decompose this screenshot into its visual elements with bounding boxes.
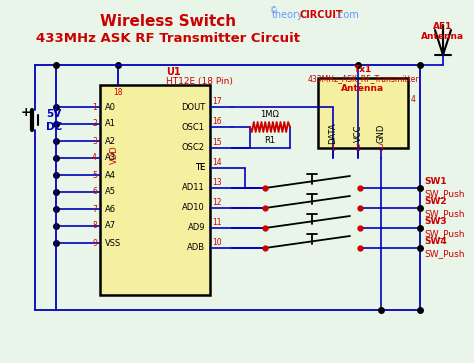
Text: 433MHz_ASK_RF_Transmitter: 433MHz_ASK_RF_Transmitter <box>307 74 419 83</box>
Text: SW2: SW2 <box>424 197 447 207</box>
Text: A0: A0 <box>105 102 116 111</box>
Text: HT12E (18 Pin): HT12E (18 Pin) <box>166 77 233 86</box>
Text: +: + <box>21 106 31 118</box>
Text: U1: U1 <box>166 67 181 77</box>
Text: 7: 7 <box>92 204 97 213</box>
Bar <box>100 85 210 295</box>
Text: ADB: ADB <box>187 244 205 253</box>
Text: Wireless Switch: Wireless Switch <box>100 14 236 29</box>
Text: 17: 17 <box>212 97 222 106</box>
Text: GND: GND <box>376 123 385 143</box>
Text: DATA: DATA <box>328 122 337 144</box>
Text: 10: 10 <box>212 238 222 247</box>
Text: AD11: AD11 <box>182 184 205 192</box>
Text: 1MΩ: 1MΩ <box>261 110 280 119</box>
Text: TE: TE <box>195 163 205 172</box>
Text: 13: 13 <box>212 178 222 187</box>
Text: SW3: SW3 <box>424 217 447 227</box>
Text: OSC2: OSC2 <box>182 143 205 152</box>
Text: AD10: AD10 <box>182 204 205 212</box>
Text: 8: 8 <box>92 221 97 231</box>
Text: A5: A5 <box>105 188 116 196</box>
Text: A7: A7 <box>105 221 116 231</box>
Text: 3: 3 <box>379 144 383 153</box>
Text: 1: 1 <box>92 102 97 111</box>
Text: A4: A4 <box>105 171 116 179</box>
Text: 3: 3 <box>92 136 97 146</box>
Text: CIRCUIT: CIRCUIT <box>300 10 344 20</box>
Text: SW_Push: SW_Push <box>424 229 465 238</box>
Text: DOUT: DOUT <box>181 102 205 111</box>
Text: VSS: VSS <box>105 238 121 248</box>
Text: 15: 15 <box>212 138 222 147</box>
Text: AE1: AE1 <box>433 22 453 31</box>
Text: 433MHz ASK RF Transmitter Circuit: 433MHz ASK RF Transmitter Circuit <box>36 32 300 45</box>
Text: OSC1: OSC1 <box>182 122 205 131</box>
Text: AD9: AD9 <box>188 224 205 232</box>
Bar <box>318 78 408 148</box>
Text: ©: © <box>270 6 277 15</box>
Text: 9: 9 <box>92 238 97 248</box>
Text: 5: 5 <box>92 171 97 179</box>
Text: A3: A3 <box>105 154 116 163</box>
Text: DC: DC <box>46 122 62 132</box>
Text: SW_Push: SW_Push <box>424 249 465 258</box>
Text: 11: 11 <box>212 218 221 227</box>
Text: SW1: SW1 <box>424 178 447 187</box>
Text: SW_Push: SW_Push <box>424 209 465 219</box>
Text: 2: 2 <box>356 144 360 153</box>
Text: 5V: 5V <box>46 109 61 119</box>
Text: A1: A1 <box>105 119 116 129</box>
Text: Antenna: Antenna <box>421 32 465 41</box>
Text: .com: .com <box>335 10 359 20</box>
Text: A2: A2 <box>105 136 116 146</box>
Text: VDD: VDD <box>109 146 118 164</box>
Text: TE: TE <box>195 163 205 172</box>
Text: VCC: VCC <box>354 124 363 142</box>
Text: 4: 4 <box>92 154 97 163</box>
Text: 2: 2 <box>92 119 97 129</box>
Text: 16: 16 <box>212 117 222 126</box>
Text: theory: theory <box>272 10 304 20</box>
Text: 1: 1 <box>331 144 336 153</box>
Text: R1: R1 <box>264 136 275 145</box>
Text: SW4: SW4 <box>424 237 447 246</box>
Text: 14: 14 <box>212 158 222 167</box>
Text: A6: A6 <box>105 204 116 213</box>
Text: 18: 18 <box>113 88 123 97</box>
Text: SW_Push: SW_Push <box>424 189 465 199</box>
Text: Antenna: Antenna <box>341 84 384 93</box>
Text: 6: 6 <box>92 188 97 196</box>
Text: Tx1: Tx1 <box>354 65 372 74</box>
Text: 12: 12 <box>212 198 221 207</box>
Text: 4: 4 <box>411 95 416 105</box>
